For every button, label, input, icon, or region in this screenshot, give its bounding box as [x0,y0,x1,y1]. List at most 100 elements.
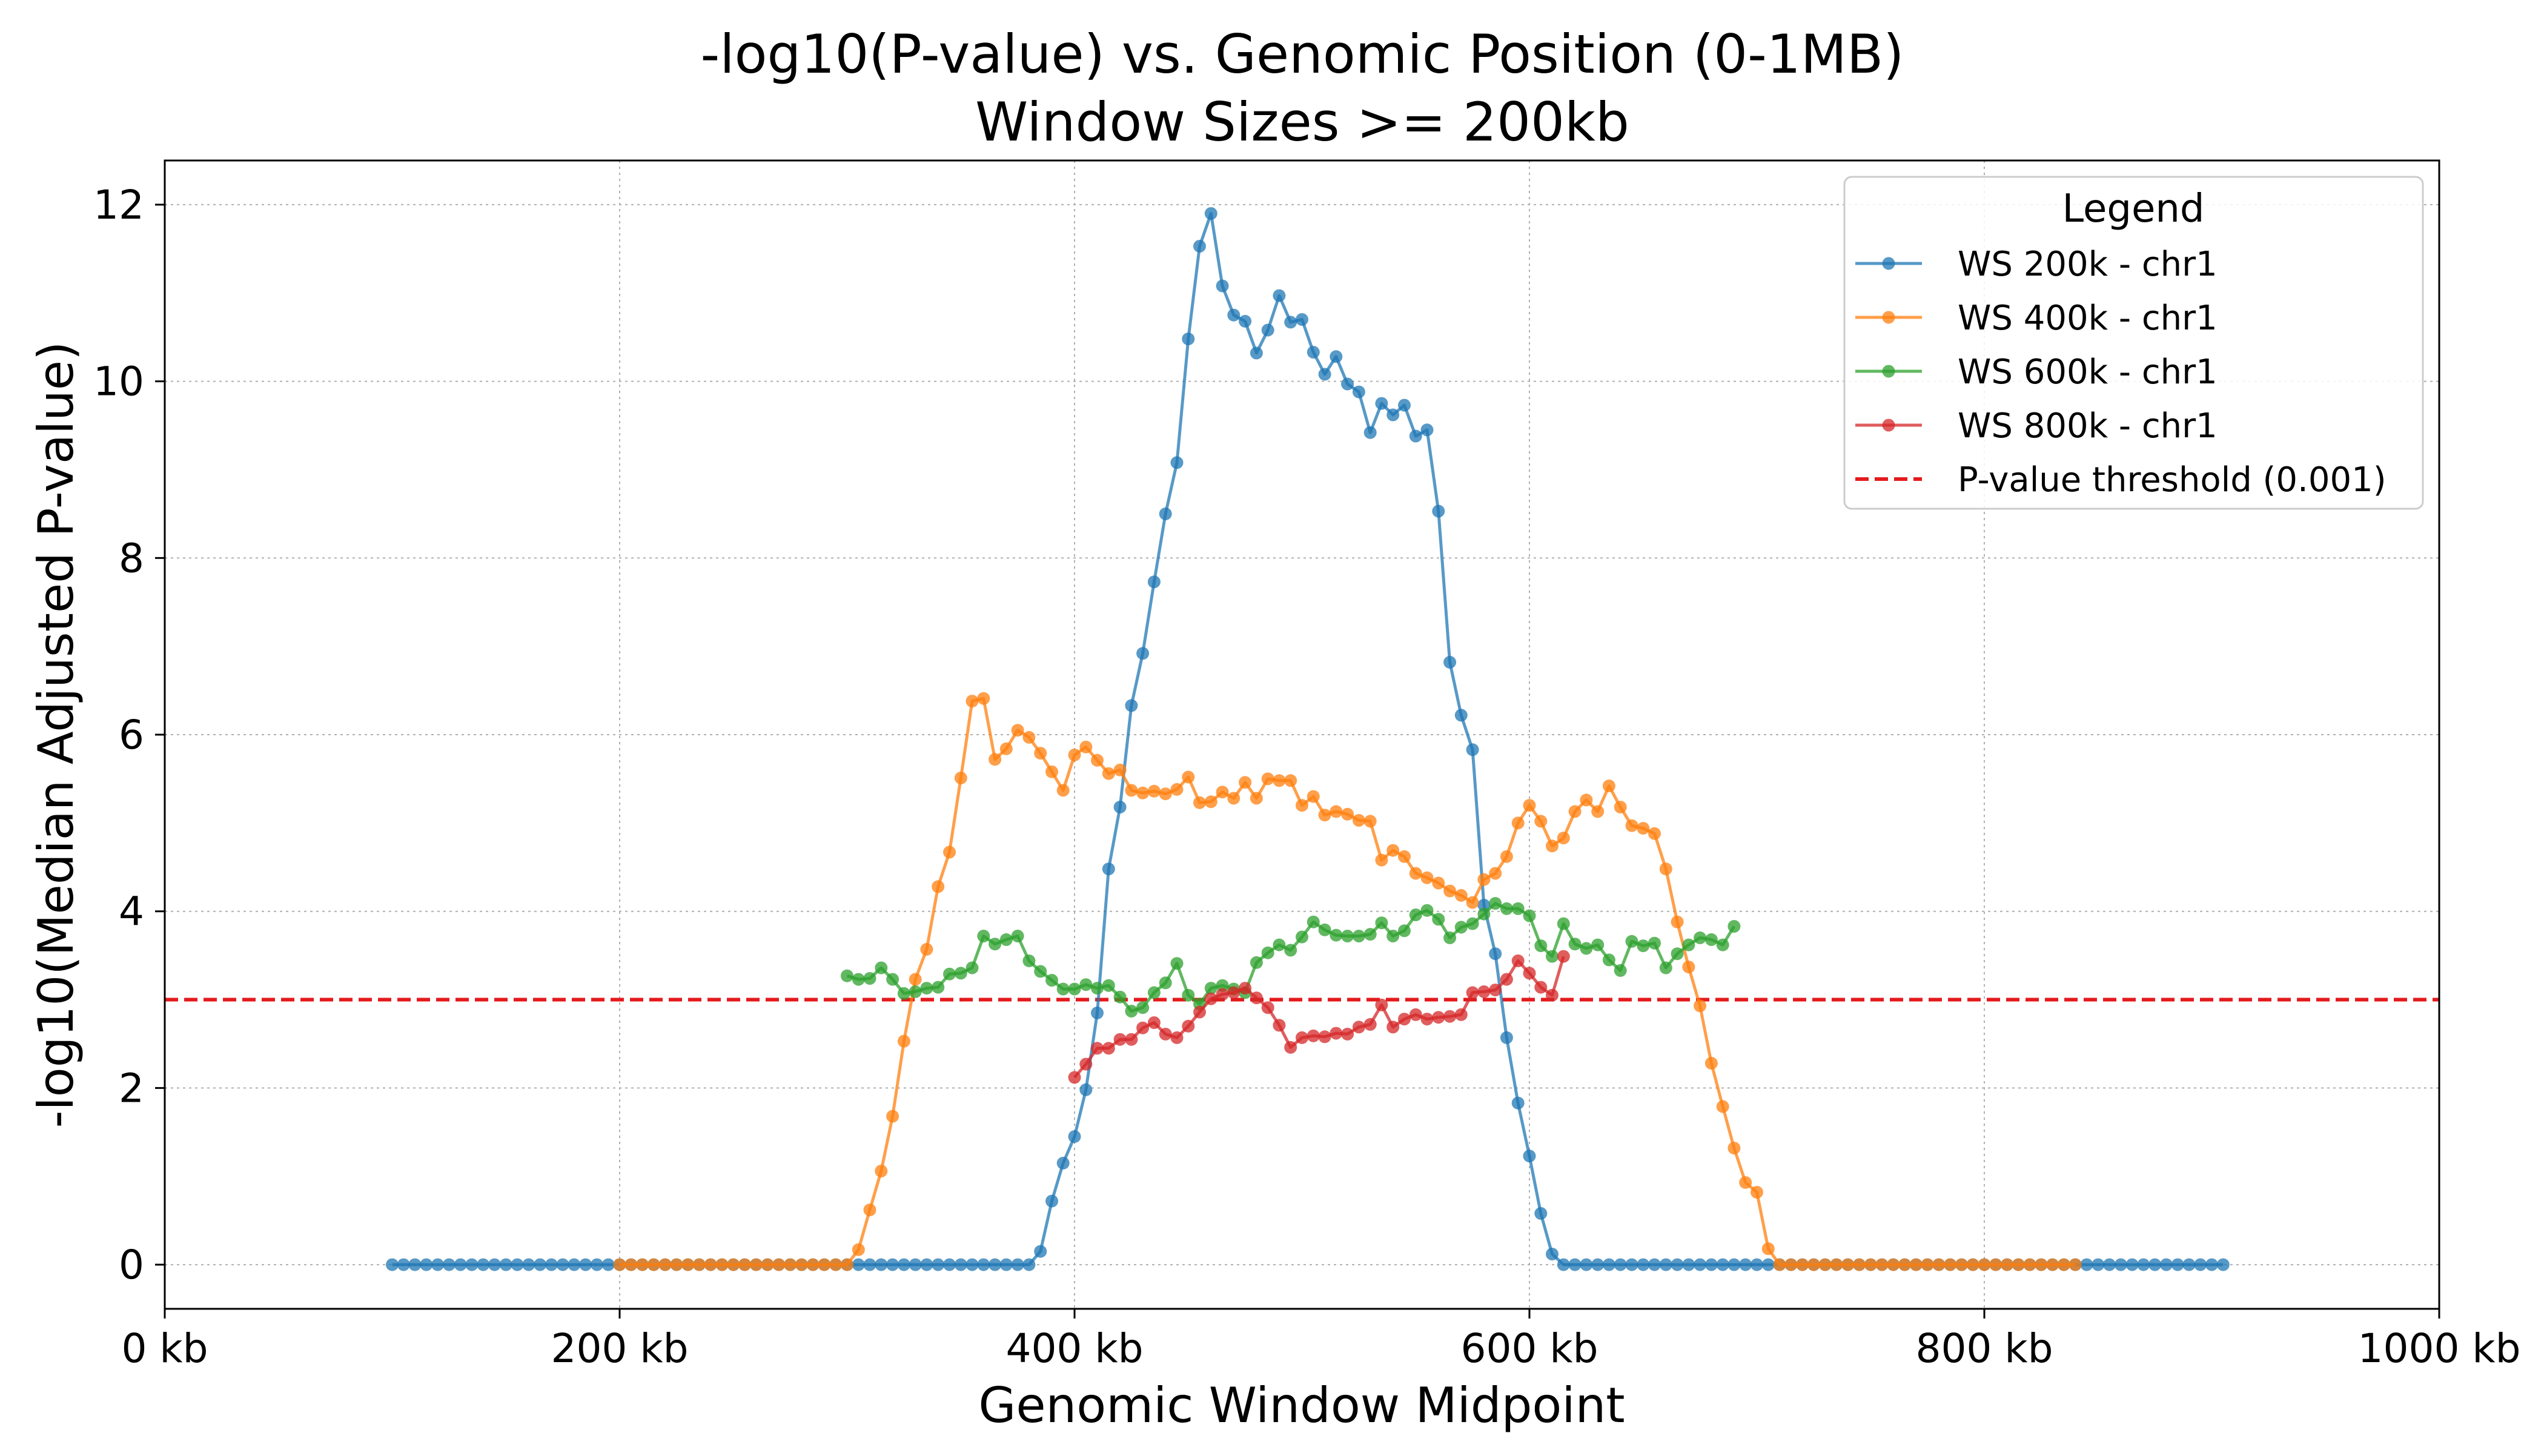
data-point [1909,1258,1923,1271]
data-point [1261,772,1274,786]
data-point [897,1034,910,1048]
data-point [1352,1021,1365,1034]
data-point [1147,784,1161,798]
data-point [1420,904,1434,917]
data-point [1853,1258,1866,1271]
data-point [1477,899,1491,912]
data-point [1432,913,1445,926]
data-point [1557,950,1570,963]
data-point [1170,1031,1184,1044]
legend-entry: WS 600k - chr1 [1855,352,2218,392]
legend-entry: WS 200k - chr1 [1855,245,2218,284]
data-point [966,1258,979,1271]
legend-label: P-value threshold (0.001) [1958,460,2387,500]
data-point [1386,844,1400,857]
data-point [897,1258,910,1271]
data-point [1614,801,1627,814]
data-point [1079,740,1093,753]
data-point [1614,964,1627,977]
data-point [761,1258,774,1271]
legend-label: WS 400k - chr1 [1958,299,2218,338]
data-point [1147,575,1161,589]
data-point [386,1258,399,1271]
data-point [1978,1258,1991,1271]
data-point [999,1258,1013,1271]
data-point [863,972,876,985]
data-point [1568,1258,1582,1271]
data-point [1034,1245,1047,1258]
data-point [1318,809,1331,822]
data-point [1648,1258,1661,1271]
data-point [1704,1057,1718,1070]
data-point [1113,1033,1127,1046]
data-point [1296,313,1308,326]
data-point [1113,801,1127,814]
data-point [989,938,1002,951]
data-point [1102,979,1115,992]
data-point [1751,1186,1763,1199]
data-point [954,967,967,980]
data-point [1773,1258,1786,1271]
data-point [1409,867,1422,880]
data-point [909,1258,922,1271]
data-point [1454,709,1468,722]
data-point [1330,805,1343,818]
legend-entry: P-value threshold (0.001) [1855,460,2387,500]
data-point [1477,907,1491,921]
data-point [2103,1258,2116,1271]
data-point [1045,974,1058,987]
x-tick-label: 200 kb [551,1325,688,1372]
data-point [1625,819,1638,832]
data-point [2069,1258,2082,1271]
data-point [1068,749,1081,761]
data-point [966,961,979,975]
data-point [1227,986,1241,999]
x-tick-label: 400 kb [1005,1325,1143,1372]
data-point [1546,839,1559,853]
data-point [477,1258,490,1271]
data-point [909,985,922,998]
data-point [1352,814,1365,827]
data-point [1739,1176,1752,1189]
data-point [1500,902,1513,915]
data-point [1125,699,1138,712]
data-point [841,969,853,982]
data-point [1694,931,1707,944]
data-point [1739,1258,1752,1271]
data-point [1147,986,1161,999]
legend-marker [1882,257,1895,270]
data-point [920,982,933,995]
data-point [1136,1021,1150,1034]
y-axis-label: -log10(Median Adjusted P-value) [28,342,84,1128]
data-point [954,1258,967,1271]
data-point [1694,1258,1707,1271]
data-point [1330,1027,1343,1040]
data-point [681,1258,695,1271]
data-point [488,1258,501,1271]
data-point [2182,1258,2196,1271]
data-point [499,1258,512,1271]
legend: Legend WS 200k - chr1 WS 400k - chr1 WS 60… [1843,176,2424,510]
data-point [1193,240,1206,253]
data-point [966,695,979,708]
data-point [1557,832,1570,845]
y-tick-label: 6 [119,712,144,758]
data-point [1147,1016,1161,1029]
axis-ticks: 0 kb 200 kb 400 kb 600 kb 800 kb 1000 kb 0 2 4 6 8… [93,182,2521,1372]
data-point [1568,805,1582,818]
data-point [1307,346,1320,359]
data-point [1375,397,1388,410]
data-point [1261,946,1274,959]
data-point [1580,793,1593,807]
data-point [1250,956,1263,969]
data-point [1546,988,1559,1002]
data-point [1727,1258,1741,1271]
data-point [1091,1006,1104,1019]
data-point [568,1258,581,1271]
data-point [1398,1013,1411,1026]
data-point [1239,982,1252,995]
data-point [1796,1258,1809,1271]
data-point [2137,1258,2150,1271]
data-point [1170,456,1184,469]
